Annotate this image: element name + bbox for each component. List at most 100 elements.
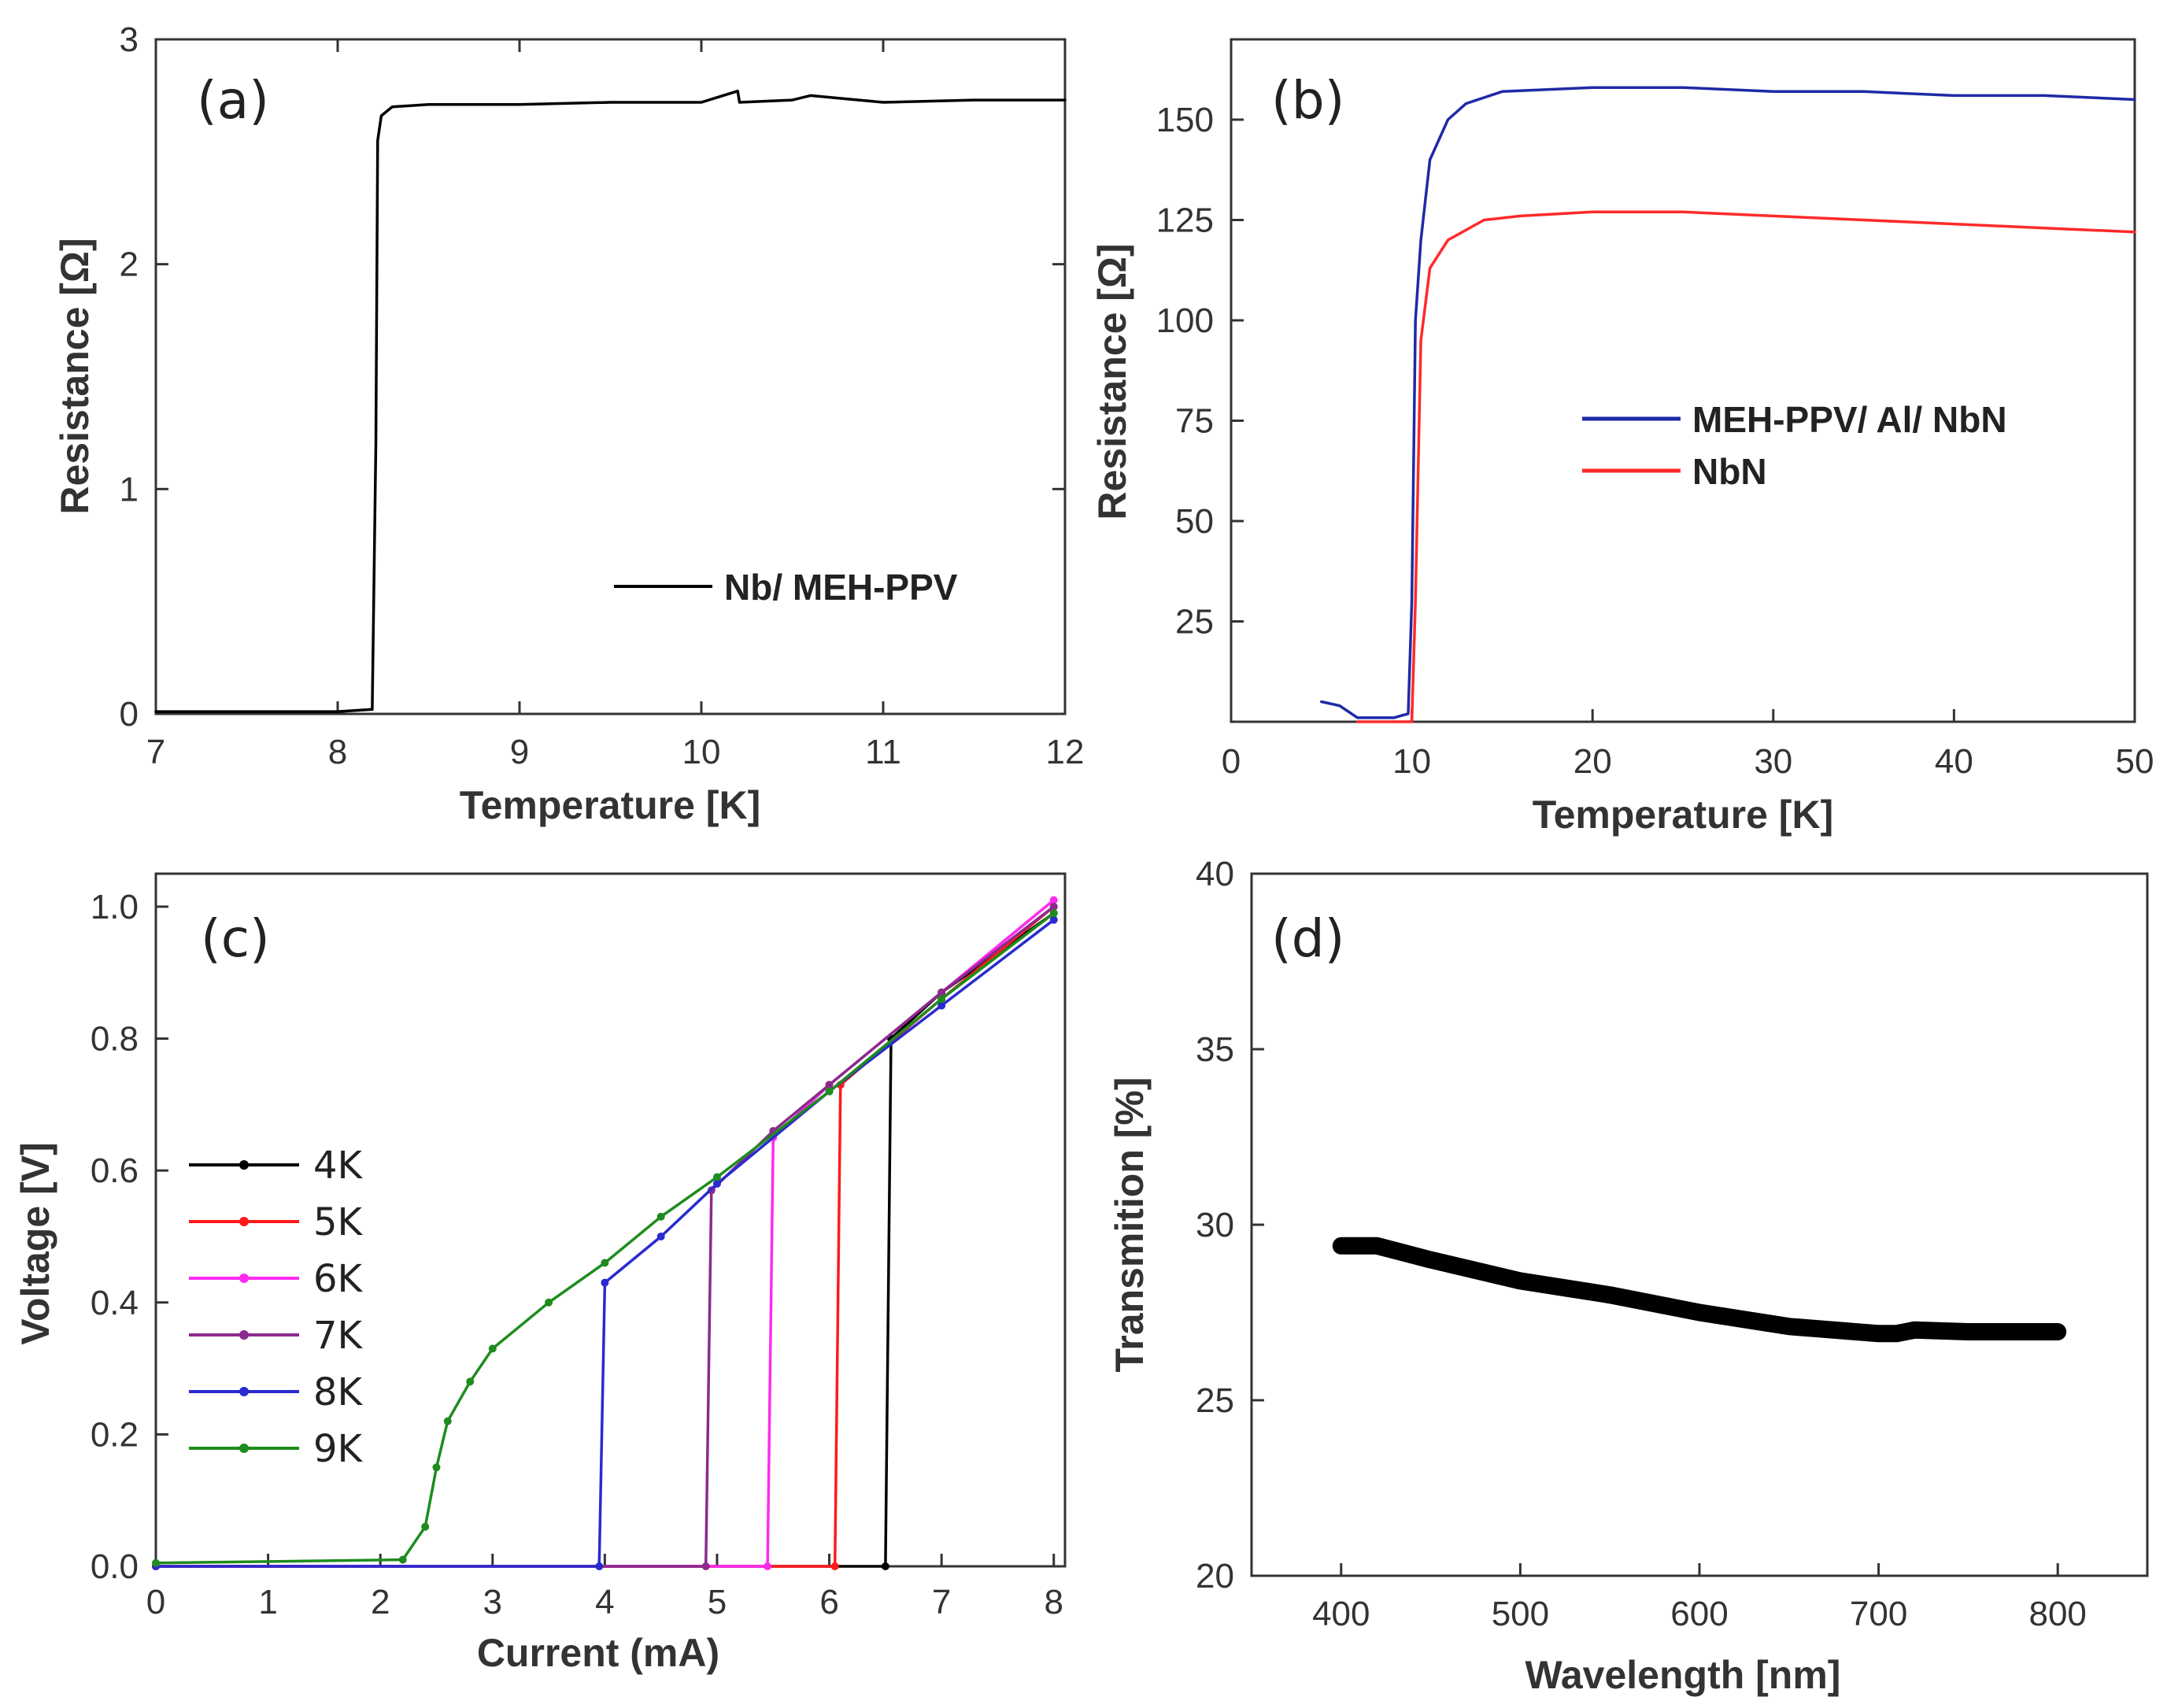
x-axis-title-b: Temperature [K] (1533, 793, 1833, 837)
x-tick-label-b-3: 30 (1754, 742, 1792, 781)
data-point-c-5-6 (488, 1344, 497, 1353)
y-axis-title-d: Transmition [%] (1108, 1077, 1152, 1372)
x-tick-label-c-0: 0 (146, 1583, 165, 1621)
y-tick-label-c-0: 0.0 (91, 1547, 139, 1586)
y-tick-label-c-2: 0.4 (91, 1284, 139, 1322)
x-axis-title-c: Current (mA) (477, 1631, 719, 1675)
series-line-c-1 (154, 905, 1056, 1568)
x-tick-label-c-5: 5 (708, 1583, 727, 1621)
data-point-c-5-7 (545, 1298, 553, 1307)
legend-label-a-0: Nb/ MEH-PPV (724, 567, 958, 608)
plot-frame-b (1230, 38, 2136, 723)
data-point-c-5-9 (656, 1212, 665, 1221)
plot-frame-a (154, 38, 1067, 715)
legend-label-b-1: NbN (1692, 451, 1767, 492)
plot-frame-d (1250, 872, 2149, 1577)
legend-label-c-1: 5K (313, 1200, 364, 1244)
x-tick-label-c-7: 7 (932, 1583, 951, 1621)
legend-marker-c-1 (239, 1217, 249, 1226)
data-point-c-5-11 (825, 1087, 834, 1096)
y-tick-label-a-3: 3 (120, 20, 139, 59)
data-point-c-5-4 (443, 1417, 452, 1425)
series-line-b-0 (1320, 86, 2136, 719)
y-tick-label-d-1: 25 (1196, 1381, 1234, 1420)
legend-marker-c-3 (239, 1330, 249, 1340)
panel-label-d: (d) (1271, 908, 1344, 969)
y-tick-label-b-0: 25 (1175, 603, 1214, 641)
series-lines-d (1332, 1237, 2067, 1343)
series-line-c-4 (154, 918, 1056, 1568)
y-tick-label-c-3: 0.6 (91, 1152, 139, 1190)
data-point-c-5-13 (1049, 909, 1058, 918)
legend-marker-c-5 (239, 1444, 249, 1453)
axis-ticks-b: 0 10 20 30 40 50 25 50 75 100 125 150 (1156, 101, 2154, 781)
y-tick-label-a-0: 0 (120, 695, 139, 734)
panel-d: 400 500 600 700 800 20 25 30 35 40 (d) Wavelength… (1108, 855, 2149, 1697)
x-tick-label-c-1: 1 (258, 1583, 277, 1621)
data-point-c-5-3 (432, 1463, 441, 1472)
y-tick-label-b-2: 75 (1175, 402, 1214, 441)
panel-label-a: (a) (197, 70, 269, 131)
y-tick-label-c-5: 1.0 (91, 888, 139, 926)
y-axis-title-c: Voltage [V] (13, 1142, 57, 1344)
x-tick-label-d-0: 400 (1312, 1595, 1370, 1633)
x-tick-label-a-4: 11 (865, 733, 901, 771)
series-lines-a (154, 89, 1067, 713)
x-tick-label-a-2: 9 (510, 733, 529, 771)
y-axis-title-b: Resistance [Ω] (1090, 243, 1134, 519)
data-point-c-3-4 (825, 1081, 834, 1089)
y-tick-label-b-3: 100 (1156, 301, 1214, 340)
data-point-c-4-1 (595, 1562, 604, 1570)
y-tick-label-c-4: 0.8 (91, 1020, 139, 1059)
legend-marker-c-4 (239, 1387, 249, 1396)
y-tick-label-d-0: 20 (1196, 1557, 1234, 1595)
data-point-c-5-8 (601, 1259, 609, 1267)
legend-marker-c-0 (239, 1160, 249, 1170)
y-tick-label-d-3: 35 (1196, 1030, 1234, 1069)
legend-label-c-5: 9K (313, 1427, 364, 1471)
data-point-c-5-5 (466, 1377, 475, 1386)
x-tick-label-d-4: 800 (2028, 1595, 2086, 1633)
data-point-c-0-1 (881, 1562, 889, 1570)
legend-label-c-0: 4K (313, 1144, 364, 1188)
axis-ticks-c: 0 1 2 3 4 5 6 7 8 0.0 0.2 0.4 0.6 0.8 1.0 (91, 888, 1063, 1621)
x-tick-label-a-5: 12 (1046, 733, 1085, 771)
data-point-c-1-1 (830, 1562, 839, 1570)
x-tick-label-c-8: 8 (1044, 1583, 1063, 1621)
data-point-c-5-12 (937, 995, 946, 1004)
x-tick-label-d-1: 500 (1492, 1595, 1549, 1633)
data-point-c-3-1 (701, 1562, 710, 1570)
data-point-c-2-1 (764, 1562, 772, 1570)
x-tick-label-c-4: 4 (595, 1583, 614, 1621)
y-tick-label-c-1: 0.2 (91, 1415, 139, 1454)
data-point-c-5-10 (712, 1173, 721, 1181)
data-point-c-5-1 (398, 1555, 407, 1564)
x-tick-label-d-2: 600 (1670, 1595, 1728, 1633)
x-tick-label-b-1: 10 (1392, 742, 1431, 781)
x-tick-label-c-2: 2 (371, 1583, 390, 1621)
y-tick-label-a-1: 1 (120, 470, 139, 508)
data-point-c-4-6 (937, 1001, 946, 1010)
series-line-a-0 (154, 89, 1067, 713)
x-tick-label-b-5: 50 (2116, 742, 2154, 781)
data-point-c-5-0 (152, 1558, 160, 1567)
y-tick-label-d-4: 40 (1196, 855, 1234, 893)
series-line-d-0 (1332, 1237, 2067, 1343)
y-tick-label-a-2: 2 (120, 246, 139, 284)
data-point-c-5-2 (421, 1522, 430, 1531)
legend-c: 4K 5K 6K 7K 8K 9K (189, 1144, 364, 1471)
x-tick-label-a-3: 10 (682, 733, 721, 771)
panel-label-b: (b) (1271, 70, 1344, 131)
legend-label-b-0: MEH-PPV/ Al/ NbN (1692, 399, 2007, 440)
series-lines-c (152, 896, 1058, 1570)
legend-label-c-3: 7K (313, 1314, 364, 1358)
panel-b: 0 10 20 30 40 50 25 50 75 100 125 150 (b) Temperatu… (1090, 38, 2154, 837)
series-lines-b (1320, 86, 2136, 723)
x-tick-label-a-1: 8 (328, 733, 347, 771)
data-point-c-3-5 (937, 988, 946, 996)
series-line-c-2 (154, 898, 1056, 1568)
y-tick-label-b-5: 150 (1156, 101, 1214, 139)
legend-label-c-4: 8K (313, 1370, 364, 1414)
axis-ticks-d: 400 500 600 700 800 20 25 30 35 40 (1196, 855, 2087, 1633)
